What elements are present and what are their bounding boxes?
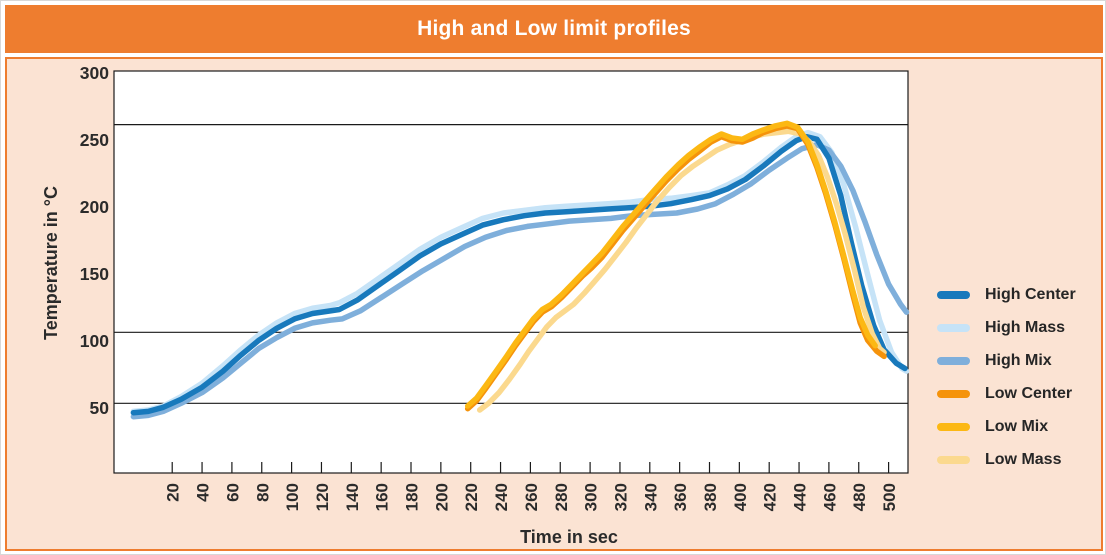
legend-item-low-center: Low Center xyxy=(937,377,1076,410)
x-tick-label: 40 xyxy=(194,483,213,502)
x-tick-label: 360 xyxy=(671,483,690,511)
series-high-mass xyxy=(130,129,910,415)
x-tick-label: 260 xyxy=(522,483,541,511)
x-tick-label: 160 xyxy=(373,483,392,511)
x-tick-label: 20 xyxy=(164,483,183,502)
y-tick-label: 250 xyxy=(80,130,109,150)
legend-swatch xyxy=(937,455,970,464)
x-tick-label: 440 xyxy=(791,483,810,511)
x-tick-label: 380 xyxy=(701,483,720,511)
x-tick-label: 200 xyxy=(432,483,451,511)
y-tick-label: 100 xyxy=(80,331,109,351)
chart-title: High and Low limit profiles xyxy=(417,17,691,40)
x-tick-label: 500 xyxy=(880,483,899,511)
series-low-mix xyxy=(464,120,878,409)
x-tick-label: 400 xyxy=(731,483,750,511)
legend-swatch xyxy=(937,290,970,299)
x-tick-label: 100 xyxy=(283,483,302,511)
legend-label: High Center xyxy=(985,285,1076,303)
series-low-mass xyxy=(476,128,887,413)
legend-item-low-mix: Low Mix xyxy=(937,410,1076,443)
x-tick-label: 180 xyxy=(403,483,422,511)
y-tick-label: 50 xyxy=(90,398,110,418)
chart-header-bar: High and Low limit profiles xyxy=(5,5,1103,53)
plot-area xyxy=(113,70,909,474)
x-tick-label: 320 xyxy=(611,483,630,511)
legend-swatch xyxy=(937,323,970,332)
x-tick-label: 340 xyxy=(641,483,660,511)
legend-label: Low Mass xyxy=(985,450,1062,468)
legend-item-low-mass: Low Mass xyxy=(937,443,1076,476)
x-tick-label: 240 xyxy=(492,483,511,511)
x-tick-label: 460 xyxy=(820,483,839,511)
x-tick-label: 300 xyxy=(582,483,601,511)
legend-label: Low Mix xyxy=(985,417,1049,435)
x-tick-label: 280 xyxy=(552,483,571,511)
y-axis-title: Temperature in °C xyxy=(41,186,61,340)
legend-swatch xyxy=(937,389,970,398)
legend-label: High Mass xyxy=(985,318,1066,336)
x-tick-label: 480 xyxy=(850,483,869,511)
legend-item-high-mix: High Mix xyxy=(937,344,1076,377)
x-axis-title: Time in sec xyxy=(520,527,618,547)
legend-swatch xyxy=(937,422,970,431)
chart-legend: High Center High Mass High Mix Low Center Lo… xyxy=(937,278,1076,476)
y-tick-label: 150 xyxy=(80,264,109,284)
y-tick-label: 300 xyxy=(80,63,109,83)
x-tick-label: 420 xyxy=(761,483,780,511)
x-tick-label: 60 xyxy=(223,483,242,502)
legend-item-high-mass: High Mass xyxy=(937,311,1076,344)
x-tick-label: 80 xyxy=(253,483,272,502)
x-tick-label: 220 xyxy=(462,483,481,511)
series-high-center xyxy=(130,133,908,416)
legend-swatch xyxy=(937,356,970,365)
legend-item-high-center: High Center xyxy=(937,278,1076,311)
y-tick-label: 200 xyxy=(80,197,109,217)
legend-label: Low Center xyxy=(985,384,1073,402)
legend-label: High Mix xyxy=(985,351,1052,369)
x-tick-label: 120 xyxy=(313,483,332,511)
x-tick-label: 140 xyxy=(343,483,362,511)
